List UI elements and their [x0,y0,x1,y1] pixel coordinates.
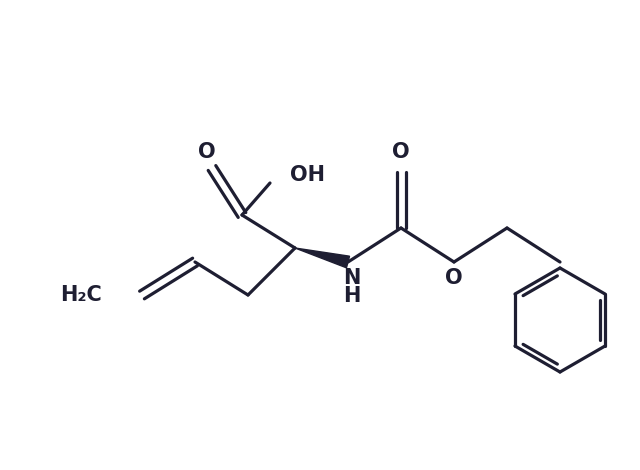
Text: N: N [343,268,361,288]
Text: O: O [445,268,463,288]
Polygon shape [295,248,349,268]
Text: H₂C: H₂C [60,285,102,305]
Text: H: H [343,286,361,306]
Text: O: O [392,142,410,162]
Text: O: O [198,142,216,162]
Text: OH: OH [290,165,325,185]
